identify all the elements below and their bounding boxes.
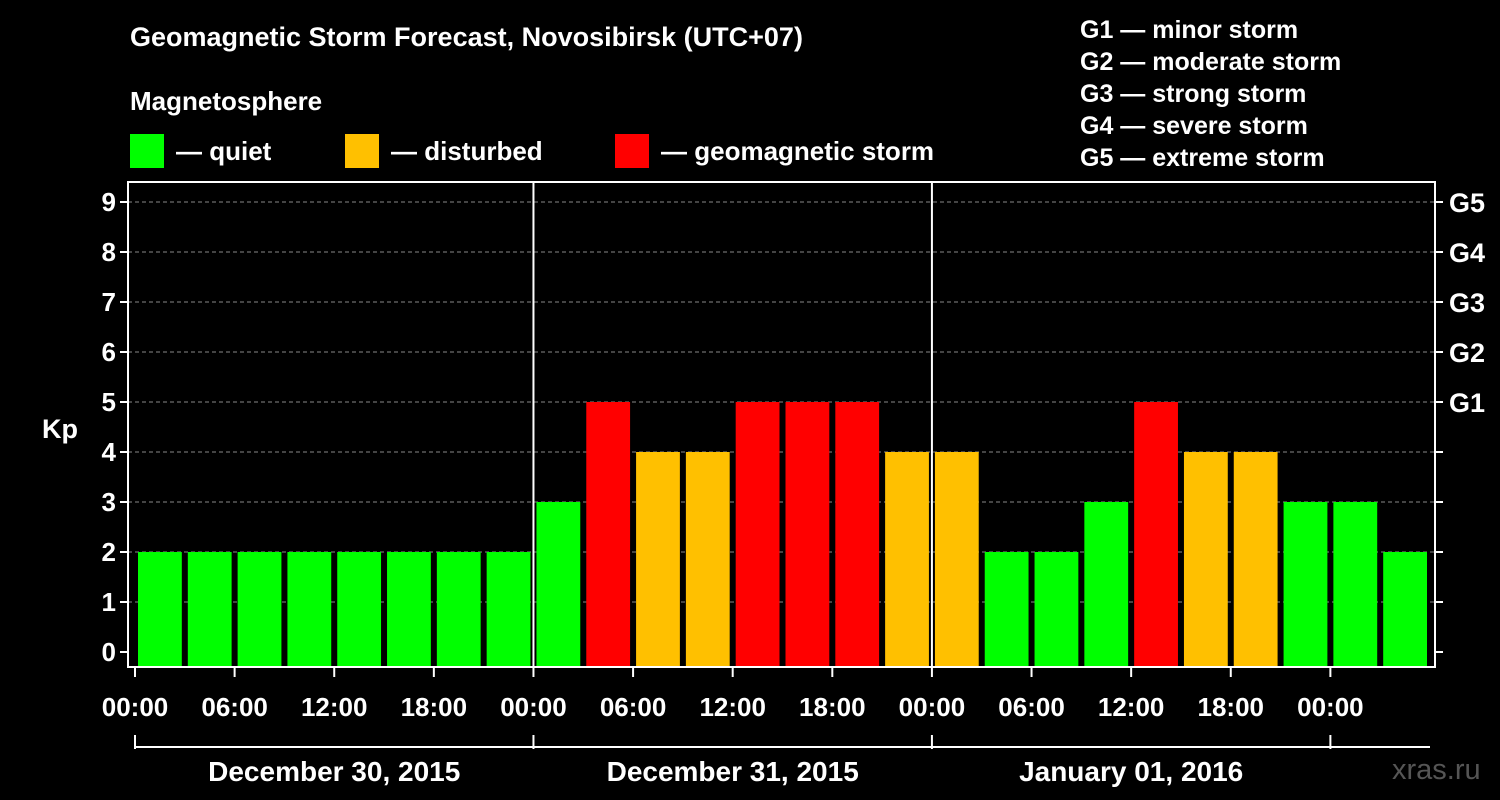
y-tick-label: 5 (102, 387, 116, 417)
y-tick-label: 6 (102, 337, 116, 367)
bar-kp (436, 552, 481, 667)
bar-kp (685, 452, 730, 667)
x-tick-label: 12:00 (699, 692, 766, 722)
day-label: December 30, 2015 (208, 756, 460, 787)
plot-frame (127, 181, 1436, 668)
g-legend-item: G2 — moderate storm (1080, 48, 1342, 76)
plot-border (127, 181, 1436, 668)
g-tick-label: G2 (1449, 338, 1485, 368)
bar-kp (536, 502, 581, 667)
bar-kp (1383, 552, 1427, 667)
bar-kp (1283, 502, 1328, 667)
legend-quiet-swatch (130, 134, 164, 168)
legend-storm: — geomagnetic storm (615, 134, 934, 168)
y-tick-label: 7 (102, 287, 116, 317)
x-tick-label: 06:00 (201, 692, 268, 722)
bar-kp (237, 552, 282, 667)
g-legend-item: G1 — minor storm (1080, 16, 1299, 44)
y-axis-label: Kp (42, 414, 78, 444)
y-tick-label: 0 (102, 637, 116, 667)
x-tick-label: 00:00 (102, 692, 169, 722)
y-tick-label: 4 (102, 437, 117, 467)
axes: 0 1 2 3 4 5 6 7 8 9 G1 G2 G3 G4 G5 Kp 00:00 06:00 12:00 18:… (42, 187, 1485, 787)
bar-kp (636, 452, 680, 667)
bar-kp (586, 402, 631, 667)
x-tick-label: 18:00 (401, 692, 468, 722)
legend-disturbed: — disturbed (345, 134, 543, 168)
x-tick-label: 00:00 (500, 692, 567, 722)
y-tick-label: 3 (102, 487, 116, 517)
y-tick-label: 9 (102, 187, 116, 217)
legend-quiet-label: — quiet (176, 135, 272, 166)
bar-kp (835, 402, 880, 667)
bar-kp (1034, 552, 1079, 667)
bar-kp (387, 552, 431, 667)
bars (138, 402, 1427, 667)
legend-disturbed-label: — disturbed (391, 135, 543, 166)
g-tick-label: G3 (1449, 288, 1485, 318)
y-tick-label: 8 (102, 237, 116, 267)
chart-subtitle: Magnetosphere (130, 86, 323, 116)
bar-kp (984, 552, 1029, 667)
chart-title: Geomagnetic Storm Forecast, Novosibirsk … (130, 22, 803, 52)
bar-kp (287, 552, 332, 667)
bar-kp (337, 552, 382, 667)
legend-storm-swatch (615, 134, 649, 168)
x-tick-label: 00:00 (1297, 692, 1364, 722)
bar-kp (1084, 502, 1129, 667)
x-tick-label: 12:00 (301, 692, 368, 722)
g-tick-label: G4 (1449, 238, 1485, 268)
bar-kp (1183, 452, 1228, 667)
g-legend-item: G3 — strong storm (1080, 80, 1307, 108)
legend-disturbed-swatch (345, 134, 379, 168)
bar-kp (1233, 452, 1278, 667)
legend-quiet: — quiet (130, 134, 271, 168)
bar-kp (934, 452, 979, 667)
x-tick-label: 00:00 (899, 692, 966, 722)
bar-kp (486, 552, 531, 667)
y-tick-label: 2 (102, 537, 116, 567)
day-label: December 31, 2015 (607, 756, 859, 787)
day-label: January 01, 2016 (1019, 756, 1243, 787)
x-tick-label: 18:00 (1198, 692, 1265, 722)
x-tick-label: 06:00 (600, 692, 667, 722)
watermark: xras.ru (1392, 754, 1481, 786)
g-tick-label: G1 (1449, 388, 1485, 418)
bar-kp (187, 552, 232, 667)
bar-kp (138, 552, 182, 667)
bar-kp (1333, 502, 1378, 667)
x-tick-label: 06:00 (998, 692, 1065, 722)
x-tick-label: 12:00 (1098, 692, 1165, 722)
bar-kp (785, 402, 830, 667)
bar-kp (1134, 402, 1178, 667)
legend-storm-label: — geomagnetic storm (661, 135, 935, 166)
bar-kp (735, 402, 780, 667)
g-legend-item: G5 — extreme storm (1080, 144, 1325, 172)
y-tick-label: 1 (102, 587, 116, 617)
g-scale-legend: G1 — minor storm G2 — moderate storm G3 … (1080, 14, 1341, 174)
x-tick-label: 18:00 (799, 692, 866, 722)
g-tick-label: G5 (1449, 188, 1485, 218)
bar-kp (885, 452, 929, 667)
g-legend-item: G4 — severe storm (1080, 112, 1308, 140)
